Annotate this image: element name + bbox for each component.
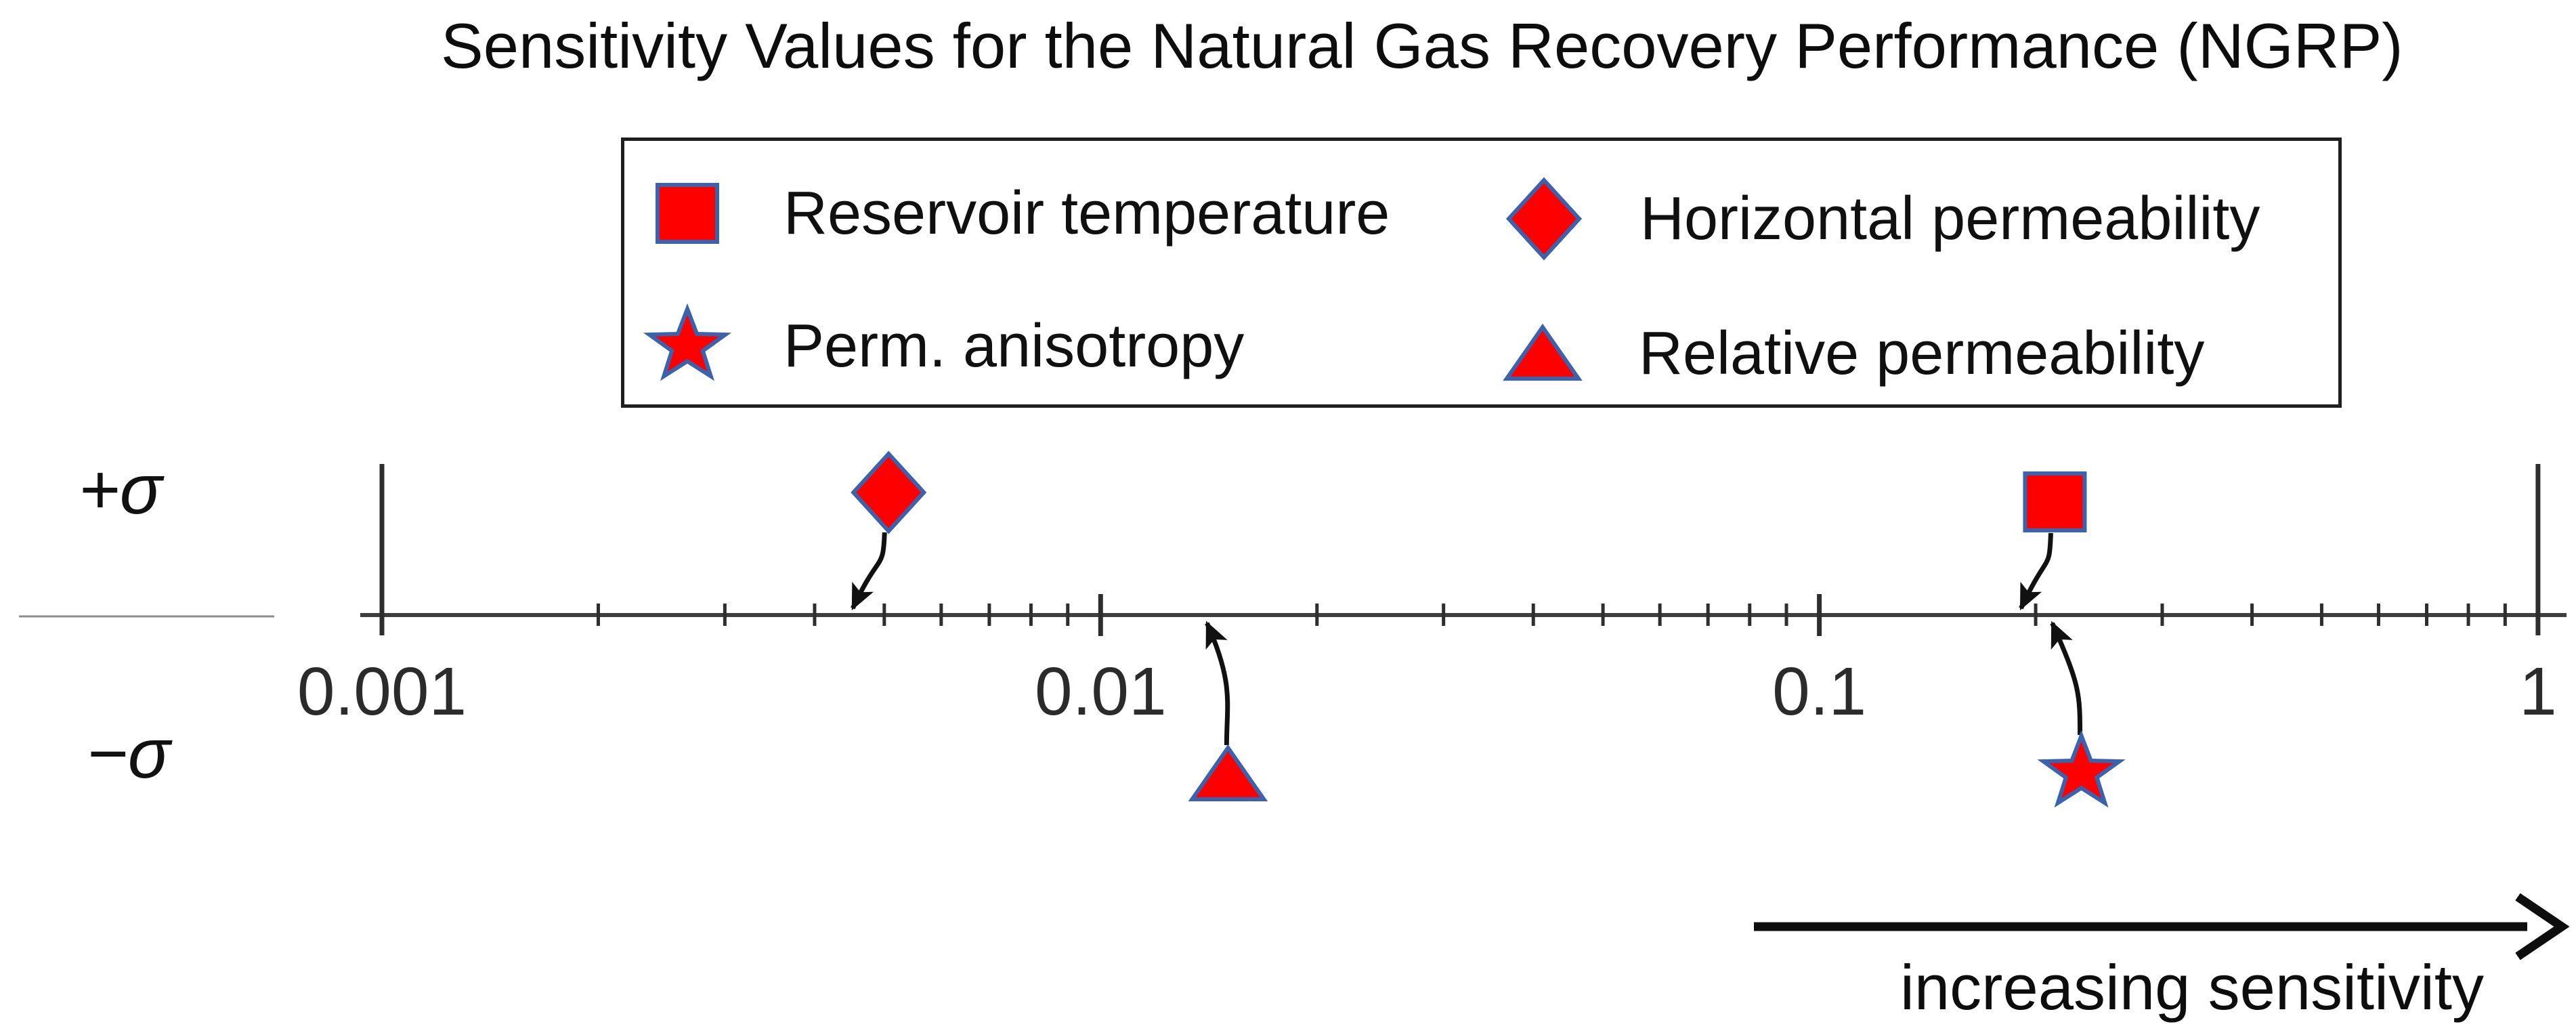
legend-label: Reservoir temperature: [783, 179, 1390, 247]
increasing-sensitivity-label: increasing sensitivity: [1900, 952, 2485, 1023]
square-marker: [2023, 471, 2087, 532]
legend-item-diamond: Horizontal permeability: [1497, 171, 2260, 266]
triangle-marker: [1188, 744, 1268, 801]
legend-label: Perm. anisotropy: [783, 312, 1245, 380]
diamond-marker: [851, 450, 927, 534]
diamond-legend-icon: [1505, 177, 1583, 261]
legend-item-triangle: Relative permeability: [1495, 306, 2204, 401]
triangle-marker: [1503, 323, 1583, 381]
arrowhead-right-icon: [2515, 893, 2570, 960]
row-label-plus-sigma: +σ: [79, 450, 163, 529]
star-marker: [643, 303, 732, 381]
star-legend-icon: [643, 303, 732, 381]
square-legend-icon: [656, 183, 719, 244]
diamond-marker: [1505, 177, 1583, 261]
legend-item-star: Perm. anisotropy: [640, 299, 1244, 394]
leader-arrow-square: [2019, 532, 2053, 611]
chart-title: Sensitivity Values for the Natural Gas R…: [441, 10, 2403, 81]
star-marker: [2037, 730, 2126, 808]
legend-label: Relative permeability: [1639, 319, 2205, 387]
square-marker: [656, 183, 719, 244]
triangle-legend-icon: [1503, 323, 1583, 381]
leader-arrow-diamond: [851, 532, 887, 611]
legend-item-square: Reservoir temperature: [640, 166, 1390, 261]
legend-label: Horizontal permeability: [1640, 184, 2260, 253]
leader-arrow-triangle: [1205, 620, 1230, 746]
leader-arrow-star: [2050, 620, 2083, 736]
row-label-minus-sigma: −σ: [87, 715, 171, 793]
legend-box: Reservoir temperature Horizontal permeabi…: [621, 138, 2342, 408]
